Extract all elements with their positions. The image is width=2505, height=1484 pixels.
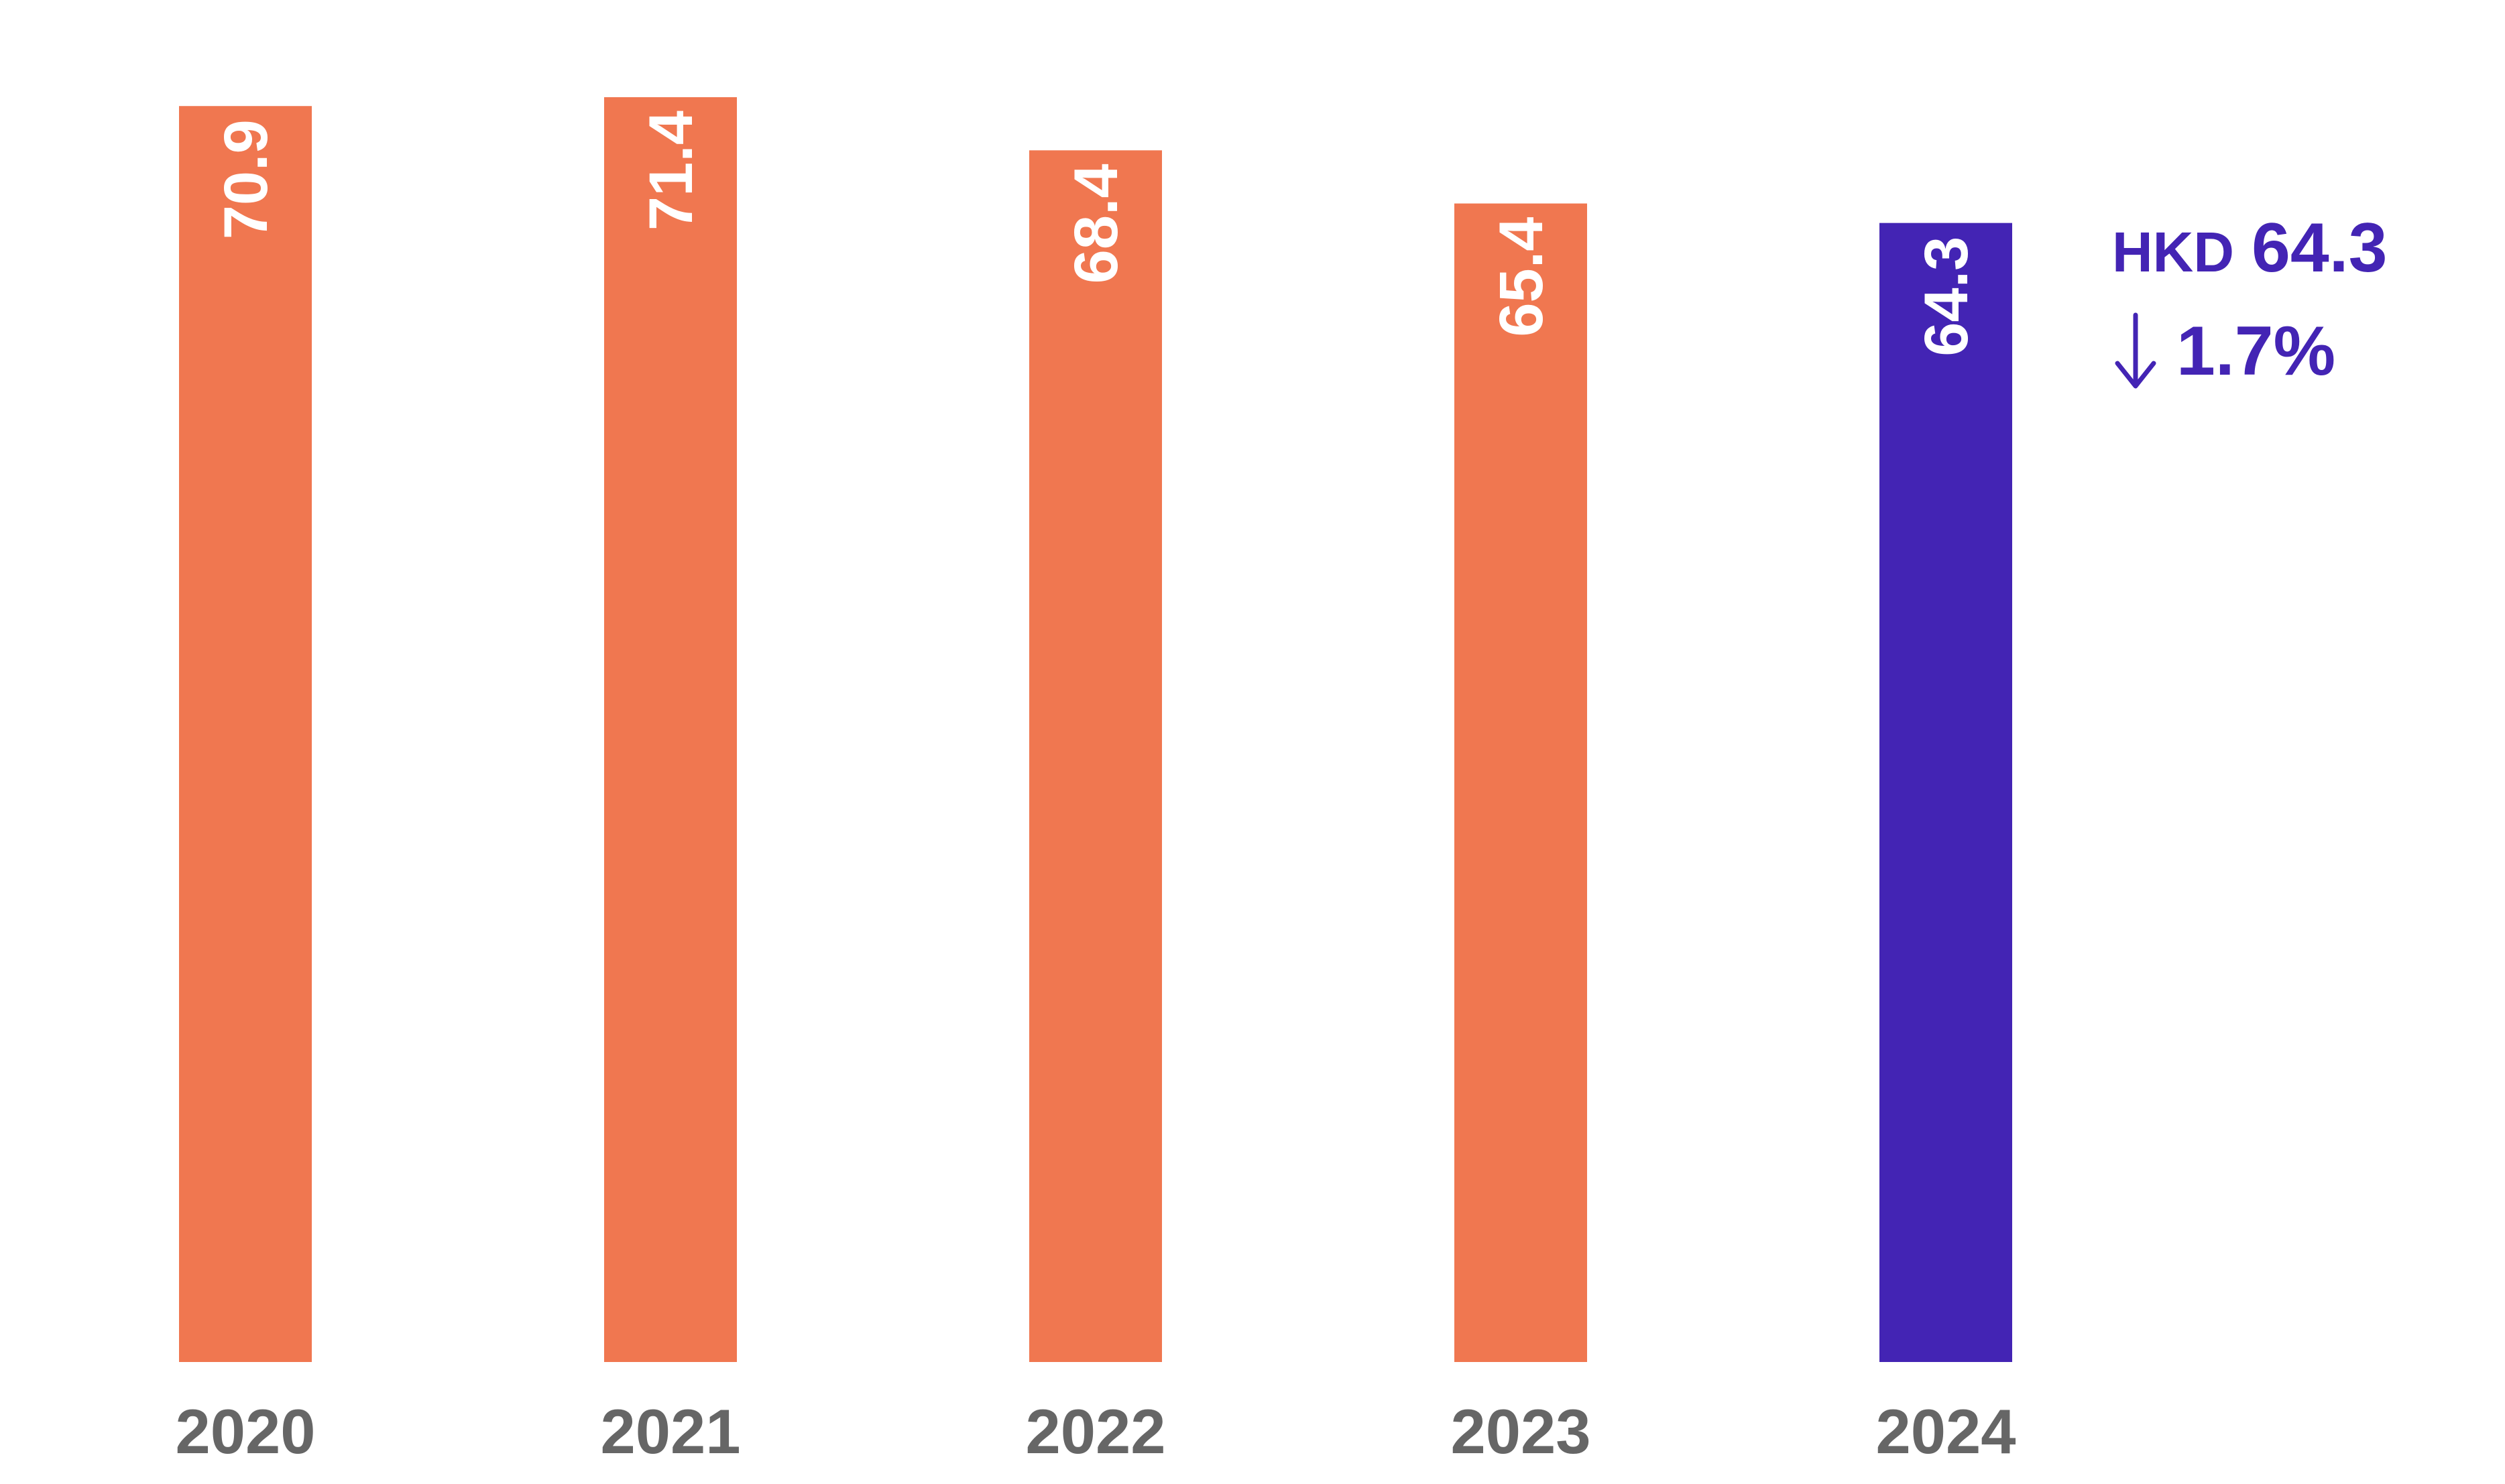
annotation-change: 1.7% <box>2176 312 2336 390</box>
annotation-amount: 64.3 <box>2252 209 2388 287</box>
bar-value-label-2020: 70.9 <box>212 119 280 239</box>
bar-value-label-2024: 64.3 <box>1912 237 1981 357</box>
x-tick-label-2022: 2022 <box>1025 1396 1165 1467</box>
bar-2024 <box>1879 223 2012 1363</box>
x-tick-label-2020: 2020 <box>175 1396 315 1467</box>
x-tick-label-2023: 2023 <box>1450 1396 1590 1467</box>
x-tick-label-2024: 2024 <box>1875 1396 2016 1467</box>
bar-value-label-2023: 65.4 <box>1487 217 1556 337</box>
annotation-currency: HKD <box>2112 221 2234 284</box>
bar-labels-group: 70.9 71.4 68.4 65.4 64.3 <box>212 111 1981 357</box>
bars-group <box>179 97 2012 1363</box>
bar-2020 <box>179 106 312 1363</box>
bar-value-label-2022: 68.4 <box>1062 164 1130 284</box>
bar-2021 <box>604 97 737 1362</box>
annotation-amount-line: HKD 64.3 <box>2112 213 2387 307</box>
bar-2023 <box>1454 203 1587 1363</box>
x-tick-label-2021: 2021 <box>600 1396 740 1467</box>
bar-2022 <box>1029 150 1162 1362</box>
x-tick-labels-group: 2020 2021 2022 2023 2024 <box>175 1396 2016 1467</box>
annotation-change-line: 1.7% <box>2112 311 2387 391</box>
annotation-callout: HKD 64.3 1.7% <box>2112 213 2387 391</box>
bar-value-label-2021: 71.4 <box>637 111 705 231</box>
down-arrow-icon <box>2115 312 2156 389</box>
